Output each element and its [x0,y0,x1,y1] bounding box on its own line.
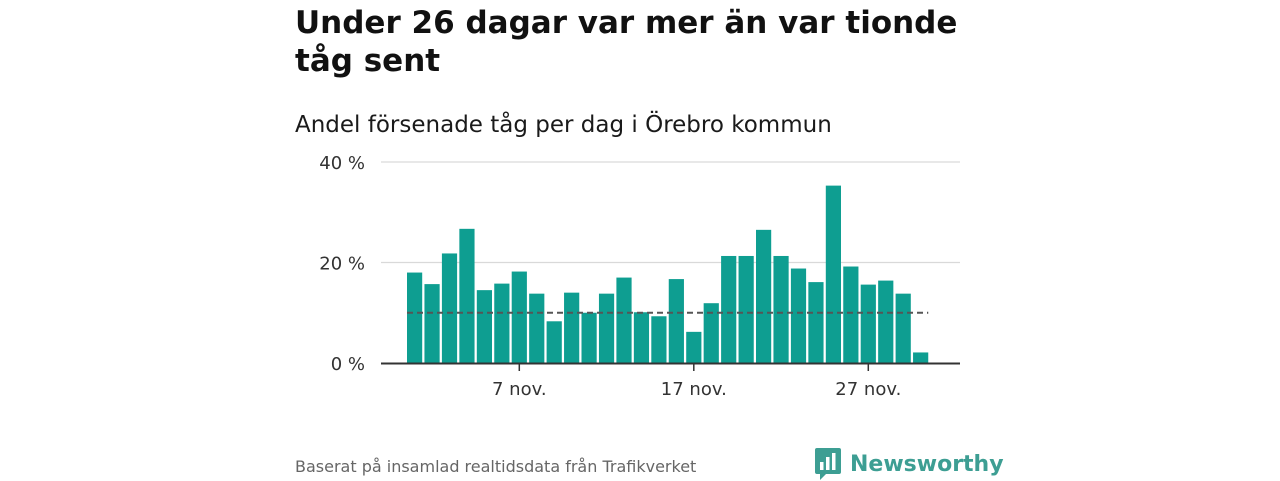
bar [808,282,824,363]
bar [424,284,440,363]
bar [494,283,510,363]
chart-card: Under 26 dagar var mer än var tionde tåg… [295,0,1004,480]
bar [633,312,650,363]
gridlines [381,161,960,264]
y-tick-label: 0 % [331,354,365,375]
bar [668,279,684,363]
bar [860,284,876,363]
bar [546,321,562,363]
bar [564,292,580,363]
brand-logo: Newsworthy [814,447,1004,481]
bar [738,255,754,363]
bar [756,229,772,363]
y-tick-label: 40 % [319,153,365,174]
bar [686,331,702,363]
bar [616,277,632,363]
bar [721,255,737,363]
bar [878,280,894,363]
bar [441,253,458,363]
bar [843,266,859,363]
bars [407,185,929,363]
bar-chart-speech-bubble-icon [815,448,841,480]
bar [790,268,807,363]
bar [581,312,597,363]
chart-subtitle: Andel försenade tåg per dag i Örebro kom… [295,112,832,138]
bar [825,185,841,363]
source-note: Baserat på insamlad realtidsdata från Tr… [295,457,697,476]
x-axis-ticks: 7 nov. 17 nov. 27 nov. [492,364,901,400]
bar [651,316,667,363]
bar [598,293,615,363]
bar [459,228,475,363]
x-tick-label: 7 nov. [492,379,547,400]
x-tick-label: 17 nov. [661,379,727,400]
bar [703,303,719,363]
bar [407,272,423,363]
y-tick-label: 20 % [319,254,365,275]
bar-chart: 0 % 20 % 40 % 7 nov. 17 nov. 27 nov. [319,153,960,400]
brand-name: Newsworthy [850,451,1004,477]
bar [913,352,929,363]
bar [476,290,492,363]
chart-title: Under 26 dagar var mer än var tionde tåg… [295,5,958,79]
y-axis-ticks: 0 % 20 % 40 % [319,153,365,375]
x-tick-label: 27 nov. [835,379,901,400]
bar [529,293,545,363]
bar [895,293,911,363]
bar [773,255,789,363]
bar [511,271,527,363]
